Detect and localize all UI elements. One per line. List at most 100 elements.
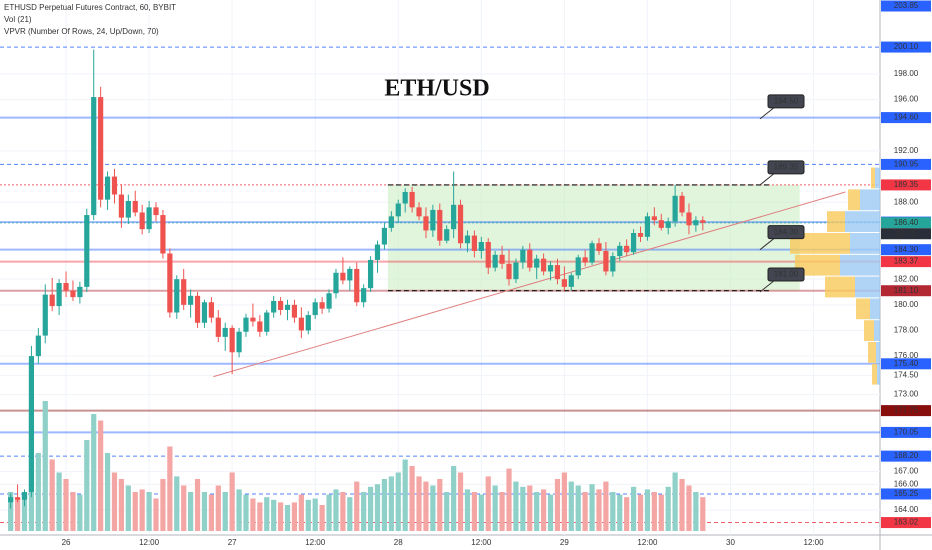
candle-body (589, 243, 595, 263)
price-label-box (881, 488, 931, 500)
candle-body (513, 262, 519, 280)
y-tick-label: 196.00 (894, 95, 919, 104)
volume-bar (167, 446, 173, 531)
candle-body (624, 245, 630, 253)
callout-label: 194.50 (774, 96, 799, 105)
volume-bar (298, 494, 304, 531)
price-label: 168.20 (894, 451, 919, 460)
y-tick-label: 198.00 (894, 69, 919, 78)
candle-body (84, 215, 90, 287)
volume-bar (174, 476, 180, 531)
volume-bar (617, 494, 623, 531)
candle-body (70, 290, 76, 298)
candle-body (291, 304, 298, 318)
volume-bar (70, 492, 76, 531)
volume-bar (8, 492, 14, 531)
vpvr-up (876, 342, 880, 363)
volume-bar (188, 492, 194, 531)
candle-body (381, 227, 388, 245)
x-tick-label: 12:00 (305, 538, 326, 547)
y-tick-label: 174.50 (894, 370, 919, 379)
volume-bar (125, 485, 131, 531)
vpvr-up (874, 320, 880, 342)
x-tick-label: 12:00 (139, 538, 160, 547)
volume-bar (333, 489, 339, 531)
x-tick-label: 28 (394, 538, 403, 547)
candle-body (672, 195, 678, 222)
price-label-box (881, 256, 931, 268)
price-label-box (881, 517, 931, 529)
candle-body (146, 207, 152, 230)
x-tick-label: 30 (726, 538, 735, 547)
callout-pointer (759, 106, 776, 120)
candle-body (644, 216, 651, 237)
candle-body (277, 300, 284, 310)
price-label-box (881, 426, 931, 438)
volume-bar (381, 479, 388, 531)
volume-bar (457, 472, 464, 531)
volume-bar (693, 492, 699, 531)
candle-body (298, 317, 304, 331)
candle-body (541, 258, 547, 272)
volume-bar (84, 440, 90, 531)
y-tick-label: 166.00 (894, 479, 919, 488)
volume-bar (568, 481, 574, 531)
candle-body (201, 302, 208, 323)
volume-bar (416, 476, 422, 531)
y-tick-label: 192.00 (894, 146, 919, 155)
vpvr-up (855, 276, 880, 298)
callout-label: 181.00 (774, 270, 799, 279)
price-label-box (881, 217, 931, 229)
candle-body (229, 327, 235, 353)
volume-bar (312, 498, 318, 531)
volume-bar (56, 472, 62, 531)
legend-vpvr: VPVR (Number Of Rows, 24, Up/Down, 70) (4, 27, 159, 36)
vpvr-down (868, 342, 876, 363)
candle-body (215, 317, 221, 337)
candle-body (478, 241, 484, 251)
vpvr-up (875, 167, 880, 189)
callout-box (767, 94, 805, 109)
x-tick-label: 26 (62, 538, 71, 547)
price-label-box (881, 405, 931, 417)
callout-label: 184.30 (774, 227, 799, 236)
candle-body (554, 265, 561, 280)
candle-body (188, 295, 194, 305)
volume-bar (243, 494, 249, 531)
vpvr-up (845, 211, 880, 233)
candle-body (243, 317, 249, 332)
callout-pointer (759, 237, 776, 251)
volume-bar (603, 481, 609, 531)
callout-label: 189.35 (774, 163, 799, 172)
volume-bar (402, 459, 408, 531)
candle-body (457, 204, 464, 244)
volume-bar (250, 498, 256, 531)
candle-body (104, 176, 111, 200)
candle-body (305, 315, 311, 331)
candle-body (651, 216, 657, 221)
candle-body (319, 302, 325, 309)
volume-bar (554, 479, 561, 531)
candle-body (63, 283, 69, 291)
candle-body (547, 265, 554, 272)
y-tick-label: 173.00 (894, 390, 919, 399)
candle-body (236, 331, 242, 353)
volume-bar (194, 479, 201, 531)
x-tick-label: 27 (228, 538, 237, 547)
volume-bar (423, 481, 429, 531)
candle-body (367, 259, 374, 289)
volume-bar (388, 476, 394, 531)
x-tick-label: 12:00 (637, 538, 658, 547)
volume-bar (700, 497, 706, 531)
candle-body (679, 195, 685, 213)
vpvr-up (850, 233, 880, 254)
volume-bar (264, 497, 270, 531)
vpvr-down (790, 233, 850, 254)
volume-bar (354, 481, 360, 531)
candle-body (637, 233, 644, 237)
candle-body (167, 253, 173, 313)
volume-bar (236, 489, 242, 531)
candle-body (582, 257, 588, 263)
candle-body (485, 241, 491, 268)
candle-body (700, 220, 706, 223)
